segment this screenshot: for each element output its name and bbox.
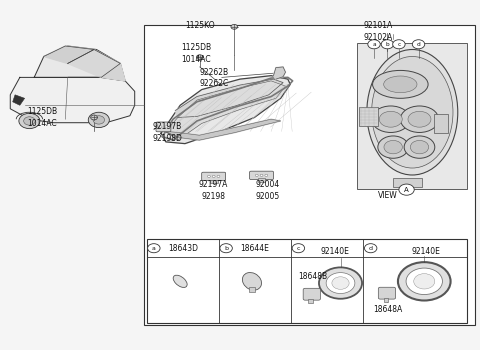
Bar xyxy=(384,298,388,302)
Polygon shape xyxy=(166,81,286,140)
Circle shape xyxy=(93,116,105,124)
Circle shape xyxy=(217,175,220,177)
Text: 92101A
92102A: 92101A 92102A xyxy=(363,21,393,42)
Circle shape xyxy=(398,262,451,301)
Circle shape xyxy=(414,274,435,289)
Circle shape xyxy=(231,25,238,29)
Bar xyxy=(393,178,422,187)
Bar xyxy=(434,114,448,133)
Text: 92197A
92198: 92197A 92198 xyxy=(199,181,228,201)
Polygon shape xyxy=(166,119,281,140)
Bar xyxy=(309,299,313,303)
Text: c: c xyxy=(297,246,300,251)
Circle shape xyxy=(332,277,349,289)
Text: 1125DB
1014AC: 1125DB 1014AC xyxy=(181,43,212,64)
Text: b: b xyxy=(385,42,389,47)
Ellipse shape xyxy=(408,111,431,127)
Bar xyxy=(147,239,468,323)
Text: 92004
92005: 92004 92005 xyxy=(256,181,280,201)
Circle shape xyxy=(326,273,355,294)
Text: c: c xyxy=(397,42,400,47)
Circle shape xyxy=(406,268,443,295)
Circle shape xyxy=(148,244,160,253)
Ellipse shape xyxy=(372,106,410,132)
FancyBboxPatch shape xyxy=(250,171,274,180)
Ellipse shape xyxy=(378,136,408,158)
Ellipse shape xyxy=(367,49,458,175)
Circle shape xyxy=(88,112,109,128)
Ellipse shape xyxy=(384,76,417,93)
Polygon shape xyxy=(161,76,290,144)
Text: 92140E: 92140E xyxy=(411,247,440,256)
Bar xyxy=(210,180,217,183)
FancyBboxPatch shape xyxy=(303,288,321,300)
Circle shape xyxy=(381,40,394,49)
Bar xyxy=(258,178,265,182)
Ellipse shape xyxy=(372,70,428,98)
Bar xyxy=(357,43,468,189)
Text: A: A xyxy=(404,187,409,193)
Polygon shape xyxy=(175,79,283,118)
Text: 92197B
92198D: 92197B 92198D xyxy=(153,122,183,143)
Polygon shape xyxy=(101,63,125,81)
Circle shape xyxy=(260,174,263,176)
Polygon shape xyxy=(34,46,125,81)
Bar xyxy=(144,25,475,325)
Circle shape xyxy=(196,55,203,60)
Polygon shape xyxy=(274,67,286,79)
Ellipse shape xyxy=(173,275,187,287)
Text: 18643D: 18643D xyxy=(168,244,198,253)
Text: 18648A: 18648A xyxy=(373,306,402,314)
Circle shape xyxy=(412,40,425,49)
Text: 1125DB
1014AC: 1125DB 1014AC xyxy=(27,107,57,128)
Text: a: a xyxy=(152,246,156,251)
Ellipse shape xyxy=(379,111,402,127)
Text: 18644E: 18644E xyxy=(240,244,269,253)
FancyBboxPatch shape xyxy=(378,287,396,299)
Text: d: d xyxy=(369,246,372,251)
Text: 92262B
92262C: 92262B 92262C xyxy=(199,68,228,88)
Circle shape xyxy=(364,244,377,253)
Circle shape xyxy=(319,267,362,299)
Circle shape xyxy=(19,113,40,129)
FancyBboxPatch shape xyxy=(202,172,226,181)
Ellipse shape xyxy=(384,140,402,154)
Text: d: d xyxy=(417,42,420,47)
Circle shape xyxy=(212,175,215,177)
Circle shape xyxy=(91,115,97,120)
Text: 1125KO: 1125KO xyxy=(185,21,215,30)
Ellipse shape xyxy=(400,106,439,132)
Circle shape xyxy=(368,40,380,49)
Circle shape xyxy=(24,117,35,125)
Polygon shape xyxy=(12,95,24,105)
Circle shape xyxy=(165,126,168,128)
Circle shape xyxy=(207,175,210,177)
FancyBboxPatch shape xyxy=(156,122,171,132)
Ellipse shape xyxy=(404,136,435,158)
Circle shape xyxy=(393,40,405,49)
Polygon shape xyxy=(68,49,120,77)
Polygon shape xyxy=(44,46,94,63)
Bar xyxy=(249,287,255,292)
Circle shape xyxy=(265,174,268,176)
Text: 18648B: 18648B xyxy=(298,272,327,281)
Text: a: a xyxy=(372,42,376,47)
Text: VIEW: VIEW xyxy=(378,191,397,200)
Text: 92140E: 92140E xyxy=(321,247,349,256)
Circle shape xyxy=(159,126,162,128)
Circle shape xyxy=(255,174,258,176)
Ellipse shape xyxy=(410,140,429,154)
Polygon shape xyxy=(10,77,135,123)
Circle shape xyxy=(399,184,414,195)
Ellipse shape xyxy=(242,273,262,290)
Circle shape xyxy=(220,244,232,253)
Ellipse shape xyxy=(372,56,453,168)
Circle shape xyxy=(292,244,305,253)
Bar xyxy=(359,107,378,126)
Text: b: b xyxy=(224,246,228,251)
